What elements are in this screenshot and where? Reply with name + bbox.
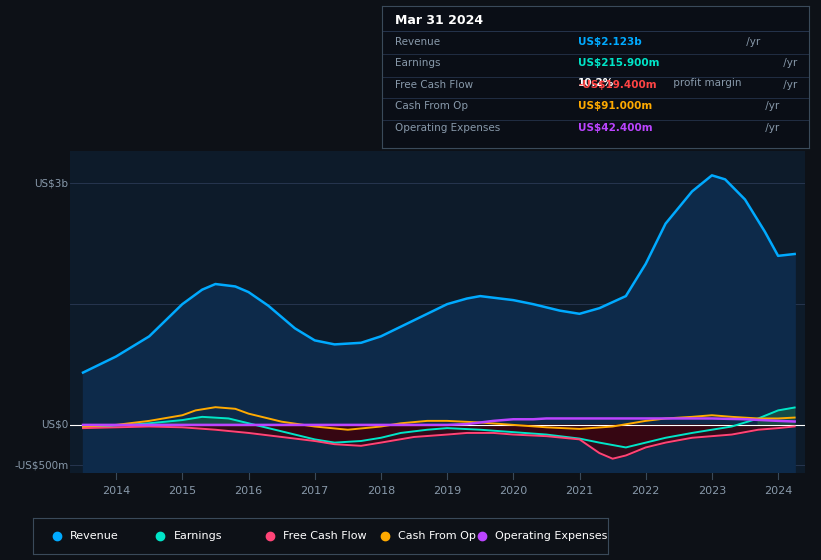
Text: Cash From Op: Cash From Op xyxy=(397,531,475,541)
Text: Cash From Op: Cash From Op xyxy=(395,101,468,111)
Text: 2015: 2015 xyxy=(168,486,196,496)
Text: US$42.400m: US$42.400m xyxy=(578,123,653,133)
Text: /yr: /yr xyxy=(780,58,797,68)
Text: Earnings: Earnings xyxy=(174,531,222,541)
Text: 2014: 2014 xyxy=(102,486,131,496)
Text: /yr: /yr xyxy=(743,37,760,47)
Text: US$2.123b: US$2.123b xyxy=(578,37,642,47)
Text: US$0: US$0 xyxy=(41,420,68,430)
Text: Free Cash Flow: Free Cash Flow xyxy=(282,531,366,541)
Text: 2024: 2024 xyxy=(764,486,792,496)
Text: 2023: 2023 xyxy=(698,486,726,496)
Text: Free Cash Flow: Free Cash Flow xyxy=(395,80,473,90)
Text: Earnings: Earnings xyxy=(395,58,440,68)
Text: /yr: /yr xyxy=(762,101,779,111)
Text: 2018: 2018 xyxy=(367,486,395,496)
Text: US$91.000m: US$91.000m xyxy=(578,101,653,111)
Text: Revenue: Revenue xyxy=(395,37,440,47)
Text: -US$19.400m: -US$19.400m xyxy=(578,80,657,90)
Text: 2020: 2020 xyxy=(499,486,527,496)
Text: Operating Expenses: Operating Expenses xyxy=(395,123,500,133)
Text: 2019: 2019 xyxy=(433,486,461,496)
Text: 10.2%: 10.2% xyxy=(578,78,614,88)
Text: Operating Expenses: Operating Expenses xyxy=(496,531,608,541)
Text: profit margin: profit margin xyxy=(670,78,741,88)
Text: US$215.900m: US$215.900m xyxy=(578,58,659,68)
Text: Revenue: Revenue xyxy=(71,531,119,541)
Text: 2017: 2017 xyxy=(300,486,329,496)
Text: 2021: 2021 xyxy=(566,486,594,496)
Text: 2016: 2016 xyxy=(235,486,263,496)
Text: US$3b: US$3b xyxy=(34,179,68,188)
Text: -US$500m: -US$500m xyxy=(14,460,68,470)
Text: /yr: /yr xyxy=(780,80,797,90)
Text: 2022: 2022 xyxy=(631,486,660,496)
Text: Mar 31 2024: Mar 31 2024 xyxy=(395,14,483,27)
Text: /yr: /yr xyxy=(762,123,779,133)
